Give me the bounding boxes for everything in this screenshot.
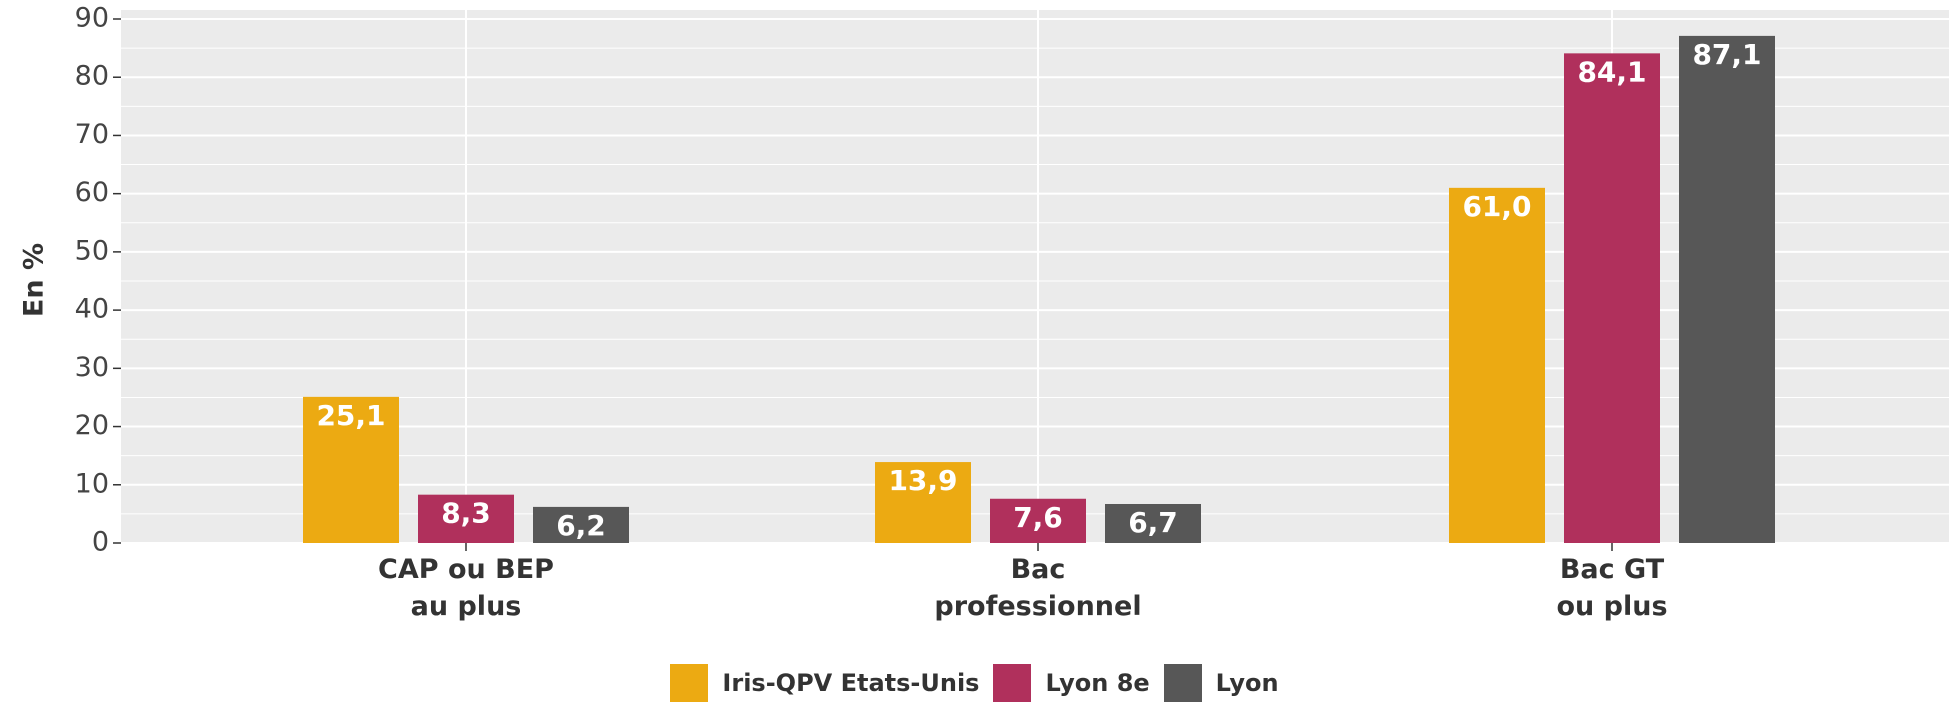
value-label: 6,7	[1128, 506, 1178, 539]
legend-swatch	[670, 664, 709, 702]
bar	[990, 498, 1086, 543]
bar	[1105, 503, 1201, 543]
value-label: 84,1	[1577, 55, 1646, 88]
y-tick-label: 50	[75, 235, 109, 266]
legend-swatch	[993, 664, 1032, 702]
y-tick-label: 0	[92, 527, 109, 558]
bar	[1679, 35, 1775, 543]
x-tick-label: CAP ou BEP au plus	[378, 554, 554, 622]
legend-label: Lyon 8e	[1045, 669, 1150, 697]
y-tick-label: 10	[75, 468, 109, 499]
legend: Iris-QPV Etats-Unis Lyon 8e Lyon	[0, 664, 1949, 702]
value-label: 25,1	[316, 399, 385, 432]
legend-label: Iris-QPV Etats-Unis	[722, 669, 980, 697]
bar	[1449, 187, 1545, 543]
value-label: 13,9	[888, 464, 957, 497]
y-axis-label: En %	[19, 243, 50, 317]
y-tick-label: 90	[75, 3, 109, 34]
legend-item: Lyon 8e	[993, 664, 1150, 702]
value-label: 7,6	[1013, 501, 1063, 534]
bar	[533, 506, 629, 543]
value-label: 61,0	[1462, 190, 1531, 223]
y-tick-label: 70	[75, 119, 109, 150]
legend-swatch	[1163, 664, 1202, 702]
y-tick-label: 30	[75, 352, 109, 383]
legend-label: Lyon	[1215, 669, 1279, 697]
x-tick-label: Bac GT ou plus	[1556, 554, 1668, 622]
value-label: 6,2	[556, 509, 606, 542]
bar	[303, 396, 399, 543]
bar	[1564, 53, 1660, 544]
value-label: 8,3	[441, 497, 491, 530]
legend-item: Lyon	[1163, 664, 1279, 702]
y-tick-label: 80	[75, 61, 109, 92]
legend-item: Iris-QPV Etats-Unis	[670, 664, 979, 702]
y-tick-label: 20	[75, 410, 109, 441]
x-tick-label: Bac professionnel	[934, 554, 1142, 622]
y-tick-label: 60	[75, 177, 109, 208]
bar	[418, 494, 514, 543]
value-label: 87,1	[1692, 38, 1761, 71]
y-tick-label: 40	[75, 294, 109, 325]
bar	[875, 462, 971, 543]
